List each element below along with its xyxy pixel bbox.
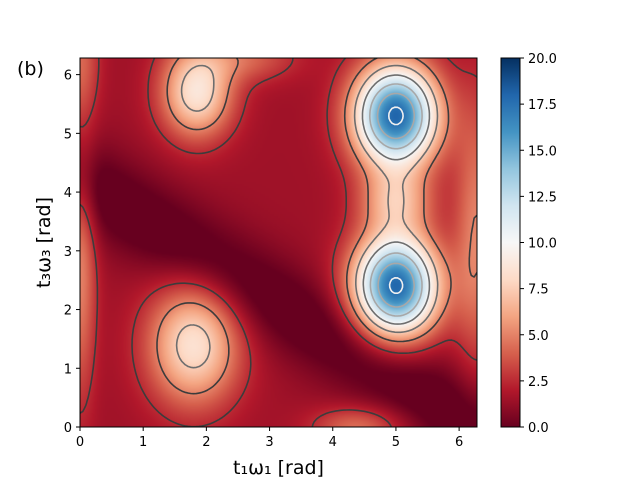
x-tick-label: 0 [76, 435, 84, 450]
y-tick-label: 1 [64, 362, 72, 377]
colorbar-tick-label: 15.0 [528, 144, 557, 159]
y-axis-ticks: 0 1 2 3 4 5 6 [64, 69, 80, 436]
heatmap-image [80, 58, 477, 427]
y-tick-label: 2 [64, 304, 72, 319]
colorbar-tick-label: 10.0 [528, 237, 557, 252]
y-tick-label: 3 [64, 245, 72, 260]
colorbar-tick-label: 20.0 [528, 52, 557, 67]
x-axis-ticks: 0 1 2 3 4 5 6 [76, 427, 463, 450]
x-tick-label: 5 [392, 435, 400, 450]
colorbar-tick-label: 17.5 [528, 98, 557, 113]
colorbar-ticks: 0.0 2.5 5.0 7.5 10.0 12.5 15.0 17.5 20.0 [520, 52, 557, 436]
y-tick-label: 0 [64, 421, 72, 436]
y-tick-label: 4 [64, 186, 72, 201]
x-tick-label: 2 [202, 435, 210, 450]
contour-lines [80, 58, 477, 427]
y-tick-label: 5 [64, 127, 72, 142]
contour-level-line [369, 83, 423, 317]
plot-frame [79, 57, 478, 428]
panel-label: (b) [17, 58, 44, 80]
x-tick-label: 1 [139, 435, 147, 450]
x-axis-label: t₁ω₁ [rad] [233, 457, 324, 479]
colorbar-tick-label: 12.5 [528, 190, 557, 205]
colorbar-tick-label: 2.5 [528, 375, 549, 390]
heatmap-area [80, 58, 477, 427]
contour-level-line [376, 92, 416, 308]
contour-level-line [361, 74, 431, 325]
contour-level-line [80, 58, 477, 427]
colorbar-tick-label: 7.5 [528, 283, 549, 298]
y-axis-label: t₃ω₃ [rad] [33, 197, 55, 288]
contour-level-line [175, 64, 439, 369]
colorbar [501, 58, 520, 427]
x-tick-label: 6 [455, 435, 463, 450]
contour-level-line [156, 58, 477, 395]
colorbar-tick-label: 0.0 [528, 421, 549, 436]
contour-level-line [388, 106, 404, 294]
colorbar-tick-label: 5.0 [528, 329, 549, 344]
y-tick-label: 6 [64, 69, 72, 84]
x-tick-label: 3 [265, 435, 273, 450]
x-tick-label: 4 [329, 435, 337, 450]
